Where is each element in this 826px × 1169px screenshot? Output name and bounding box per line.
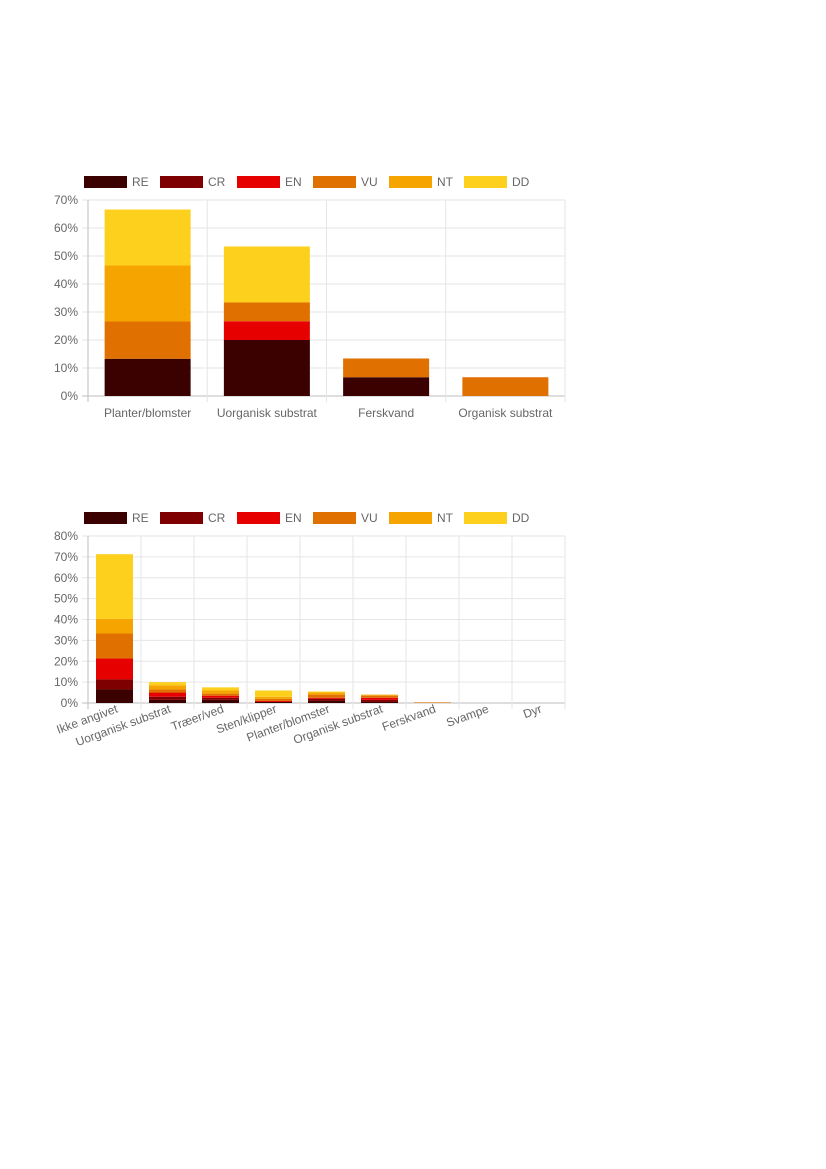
legend-swatch-cr[interactable] <box>160 512 203 524</box>
bar-segment-re[interactable] <box>202 699 239 703</box>
legend-label-re[interactable]: RE <box>132 175 149 189</box>
y-tick-label: 70% <box>54 193 78 207</box>
legend-label-nt[interactable]: NT <box>437 175 454 189</box>
bar-segment-dd[interactable] <box>149 682 186 686</box>
bar-segment-vu[interactable] <box>308 694 345 698</box>
legend-label-re[interactable]: RE <box>132 511 149 525</box>
legend-label-cr[interactable]: CR <box>208 175 226 189</box>
y-tick-label: 30% <box>54 305 78 319</box>
bar-segment-re[interactable] <box>223 340 310 396</box>
legend-label-dd[interactable]: DD <box>512 511 530 525</box>
legend-swatch-nt[interactable] <box>389 512 432 524</box>
legend-swatch-dd[interactable] <box>464 512 507 524</box>
legend-swatch-re[interactable] <box>84 176 127 188</box>
y-tick-label: 50% <box>54 249 78 263</box>
bar-segment-en[interactable] <box>361 697 398 700</box>
x-tick-label: Organisk substrat <box>458 406 553 420</box>
legend-label-cr[interactable]: CR <box>208 511 226 525</box>
y-tick-label: 30% <box>54 633 78 647</box>
bar-segment-cr[interactable] <box>149 696 186 700</box>
x-tick-label: Svampe <box>444 702 490 730</box>
bar-segment-re[interactable] <box>96 689 133 703</box>
chart-habitat-top: RE CR EN VU NT DD 0% 10% 20% 30% 40% 50% 60% 70% Plant… <box>54 175 566 420</box>
y-tick-label: 60% <box>54 221 78 235</box>
y-tick-label: 0% <box>61 696 79 710</box>
legend-label-nt[interactable]: NT <box>437 511 454 525</box>
bar-segment-cr[interactable] <box>202 697 239 700</box>
bar-segment-dd[interactable] <box>202 687 239 691</box>
legend-label-vu[interactable]: VU <box>361 511 378 525</box>
bar-segment-dd[interactable] <box>308 691 345 693</box>
legend-swatch-cr[interactable] <box>160 176 203 188</box>
bar-segment-vu[interactable] <box>361 695 398 698</box>
y-tick-label: 10% <box>54 675 78 689</box>
bar-segment-vu[interactable] <box>462 377 549 396</box>
bar-segment-en[interactable] <box>255 700 292 702</box>
bar-segment-nt[interactable] <box>308 692 345 695</box>
x-tick-label: Ferskvand <box>380 702 437 734</box>
y-tick-label: 50% <box>54 592 78 606</box>
bar-segment-en[interactable] <box>223 321 310 340</box>
bar-segment-vu[interactable] <box>96 633 133 659</box>
bar-segment-nt[interactable] <box>96 618 133 634</box>
legend-label-dd[interactable]: DD <box>512 175 530 189</box>
bar-segment-en[interactable] <box>202 695 239 698</box>
bar-segment-dd[interactable] <box>223 246 310 303</box>
bar-segment-dd[interactable] <box>96 554 133 619</box>
y-tick-label: 0% <box>61 389 79 403</box>
bar-segment-nt[interactable] <box>361 694 398 696</box>
bar-segment-nt[interactable] <box>104 265 191 322</box>
x-tick-label: Uorganisk substrat <box>217 406 318 420</box>
bar-segment-re[interactable] <box>308 700 345 703</box>
bar-segment-vu[interactable] <box>202 693 239 696</box>
y-tick-label: 70% <box>54 550 78 564</box>
x-tick-label: Planter/blomster <box>104 406 191 420</box>
legend-label-en[interactable]: EN <box>285 175 302 189</box>
y-tick-label: 60% <box>54 571 78 585</box>
bar-segment-dd[interactable] <box>104 209 191 266</box>
y-tick-label: 10% <box>54 361 78 375</box>
y-tick-label: 40% <box>54 277 78 291</box>
bar-segment-re[interactable] <box>104 358 191 396</box>
legend-swatch-vu[interactable] <box>313 512 356 524</box>
y-tick-label: 20% <box>54 333 78 347</box>
bar-segment-nt[interactable] <box>202 690 239 694</box>
legend-swatch-nt[interactable] <box>389 176 432 188</box>
bar-segment-cr[interactable] <box>96 679 133 690</box>
bar-segment-vu[interactable] <box>255 698 292 701</box>
bar-segment-vu[interactable] <box>223 302 310 322</box>
bar-segment-dd[interactable] <box>255 690 292 697</box>
bar-segment-re[interactable] <box>149 699 186 703</box>
bar-segment-cr[interactable] <box>308 698 345 701</box>
legend-swatch-vu[interactable] <box>313 176 356 188</box>
legend-label-en[interactable]: EN <box>285 511 302 525</box>
bar-segment-vu[interactable] <box>343 358 430 378</box>
y-tick-label: 20% <box>54 654 78 668</box>
legend-swatch-dd[interactable] <box>464 176 507 188</box>
bar-segment-vu[interactable] <box>149 689 186 693</box>
y-tick-label: 40% <box>54 613 78 627</box>
x-tick-label: Ferskvand <box>358 406 414 420</box>
bar-segment-nt[interactable] <box>149 685 186 690</box>
legend-swatch-en[interactable] <box>237 512 280 524</box>
bar-segment-vu[interactable] <box>104 321 191 359</box>
legend-label-vu[interactable]: VU <box>361 175 378 189</box>
x-tick-label: Dyr <box>521 702 543 722</box>
legend-swatch-re[interactable] <box>84 512 127 524</box>
bar-segment-re[interactable] <box>255 701 292 703</box>
chart-habitat-bottom: RE CR EN VU NT DD0%10%20%30%40%50%60%70%80%Ik… <box>54 511 566 749</box>
bar-segment-nt[interactable] <box>255 696 292 699</box>
bar-segment-cr[interactable] <box>361 699 398 702</box>
bar-segment-en[interactable] <box>308 697 345 699</box>
bar-segment-vu[interactable] <box>414 702 451 703</box>
legend-swatch-en[interactable] <box>237 176 280 188</box>
bar-segment-re[interactable] <box>343 377 430 396</box>
y-tick-label: 80% <box>54 529 78 543</box>
bar-segment-en[interactable] <box>96 658 133 680</box>
bar-segment-re[interactable] <box>361 701 398 703</box>
bar-segment-en[interactable] <box>149 692 186 697</box>
